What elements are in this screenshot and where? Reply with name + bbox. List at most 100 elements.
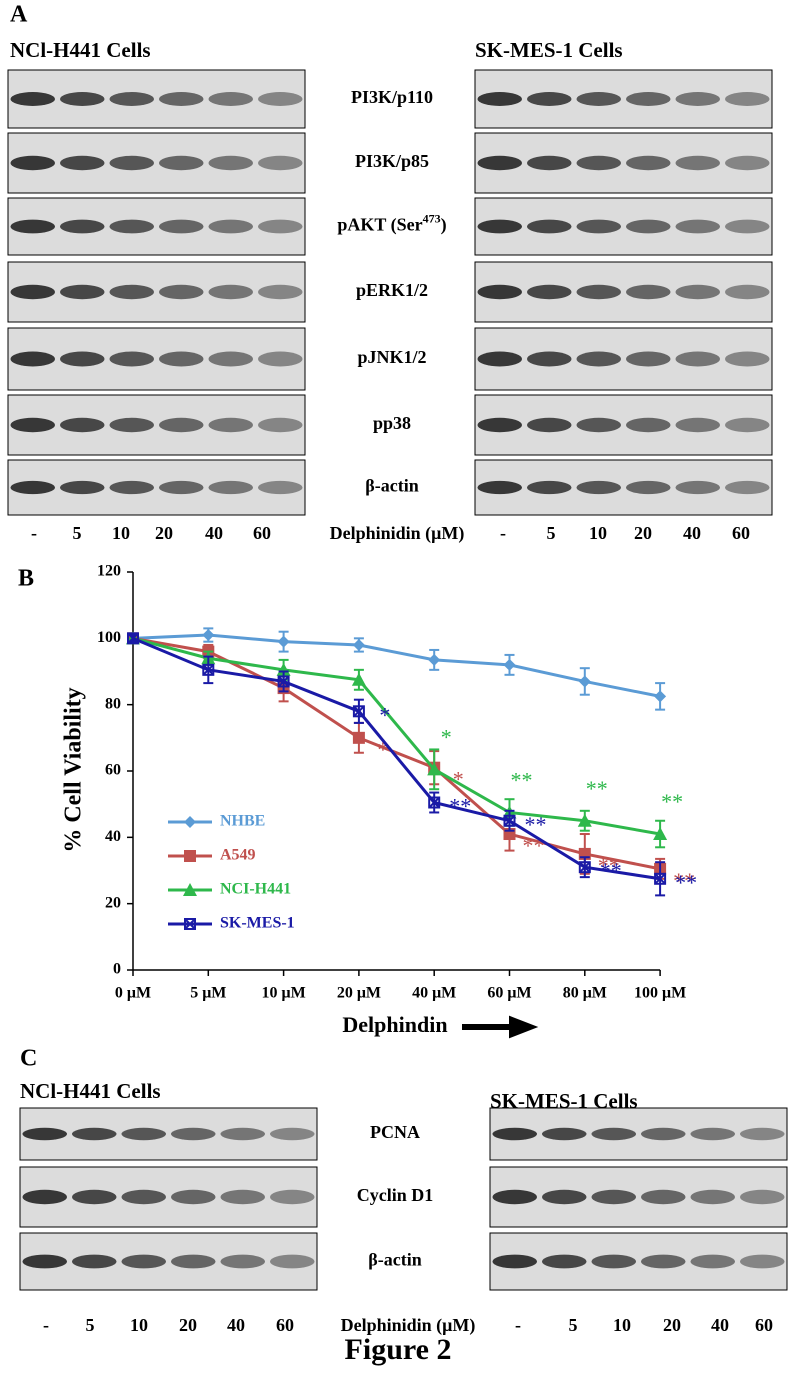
band (477, 480, 523, 495)
band (625, 219, 671, 234)
band (257, 219, 303, 234)
band (269, 1189, 315, 1205)
band (541, 1127, 587, 1141)
band (640, 1254, 686, 1269)
marker-box (428, 796, 441, 809)
band (591, 1189, 637, 1205)
legend-label: NHBE (220, 813, 265, 830)
legend-label: SK-MES-1 (220, 915, 295, 932)
y-tick-label: 0 (113, 961, 121, 978)
lane-label: 5 (86, 1315, 95, 1335)
band (71, 1254, 117, 1269)
marker-box (578, 861, 591, 874)
band (526, 284, 572, 300)
lane-label: 60 (276, 1315, 294, 1335)
band (208, 480, 254, 495)
band (625, 284, 671, 300)
band (576, 92, 622, 106)
band (591, 1254, 637, 1269)
band (257, 155, 303, 171)
significance: * (441, 724, 452, 749)
band (158, 284, 204, 300)
marker (127, 632, 139, 645)
band (492, 1127, 538, 1141)
band (10, 351, 56, 367)
blot (7, 132, 306, 194)
lane-label: - (515, 1315, 521, 1335)
band (208, 284, 254, 300)
band (739, 1189, 785, 1205)
blot-label: pp38 (373, 413, 411, 433)
band (257, 284, 303, 300)
band (492, 1189, 538, 1205)
lane-label: 20 (155, 523, 173, 543)
x-tick-label: 20 μM (337, 985, 381, 1002)
lane-label: 20 (179, 1315, 197, 1335)
band (59, 92, 105, 106)
marker (351, 672, 366, 686)
series-line (132, 636, 661, 881)
marker (202, 629, 215, 642)
band (208, 219, 254, 234)
band (625, 155, 671, 171)
x-tick-label: 0 μM (115, 985, 151, 1002)
band (576, 417, 622, 433)
panel-label: C (20, 1046, 37, 1072)
blot (19, 1232, 318, 1291)
x-tick-label: 10 μM (262, 985, 306, 1002)
band (170, 1127, 216, 1141)
band (71, 1127, 117, 1141)
marker (654, 690, 667, 703)
marker (578, 861, 591, 874)
significance: ** (586, 776, 608, 801)
band (576, 480, 622, 495)
label-part: pAKT (Ser (337, 215, 422, 236)
band (576, 155, 622, 171)
band (526, 155, 572, 171)
series-line (132, 636, 661, 836)
marker-x (353, 705, 365, 718)
band (158, 351, 204, 367)
band (269, 1127, 315, 1141)
series-line (132, 636, 661, 871)
band (158, 417, 204, 433)
lane-label: 40 (683, 523, 701, 543)
band (625, 480, 671, 495)
band (640, 1127, 686, 1141)
marker (577, 813, 592, 827)
band (526, 417, 572, 433)
band (59, 155, 105, 171)
blot (474, 261, 773, 323)
marker (276, 662, 291, 676)
band (59, 219, 105, 234)
band (576, 284, 622, 300)
marker-box (184, 918, 196, 930)
band (526, 480, 572, 495)
marker (503, 814, 516, 827)
band (675, 92, 721, 106)
band (170, 1189, 216, 1205)
significance: ** (661, 789, 683, 814)
marker (653, 827, 668, 841)
marker-x (127, 632, 139, 645)
x-tick-label: 5 μM (190, 985, 226, 1002)
marker-x (428, 796, 440, 809)
marker-x (579, 861, 591, 873)
blot-label: pAKT (Ser473) (337, 211, 446, 235)
cell-title: SK-MES-1 Cells (475, 38, 623, 62)
x-tick-label: 40 μM (412, 985, 456, 1002)
band (675, 284, 721, 300)
band (109, 480, 155, 495)
lane-label: - (500, 523, 506, 543)
y-tick-label: 100 (97, 629, 121, 646)
band (675, 417, 721, 433)
significance: * (453, 767, 464, 792)
band (59, 284, 105, 300)
band (675, 219, 721, 234)
marker (428, 653, 441, 666)
lane-label: 5 (569, 1315, 578, 1335)
band (625, 417, 671, 433)
marker (428, 796, 441, 809)
blot-label: β-actin (368, 1250, 421, 1270)
panel-label: B (18, 566, 34, 592)
